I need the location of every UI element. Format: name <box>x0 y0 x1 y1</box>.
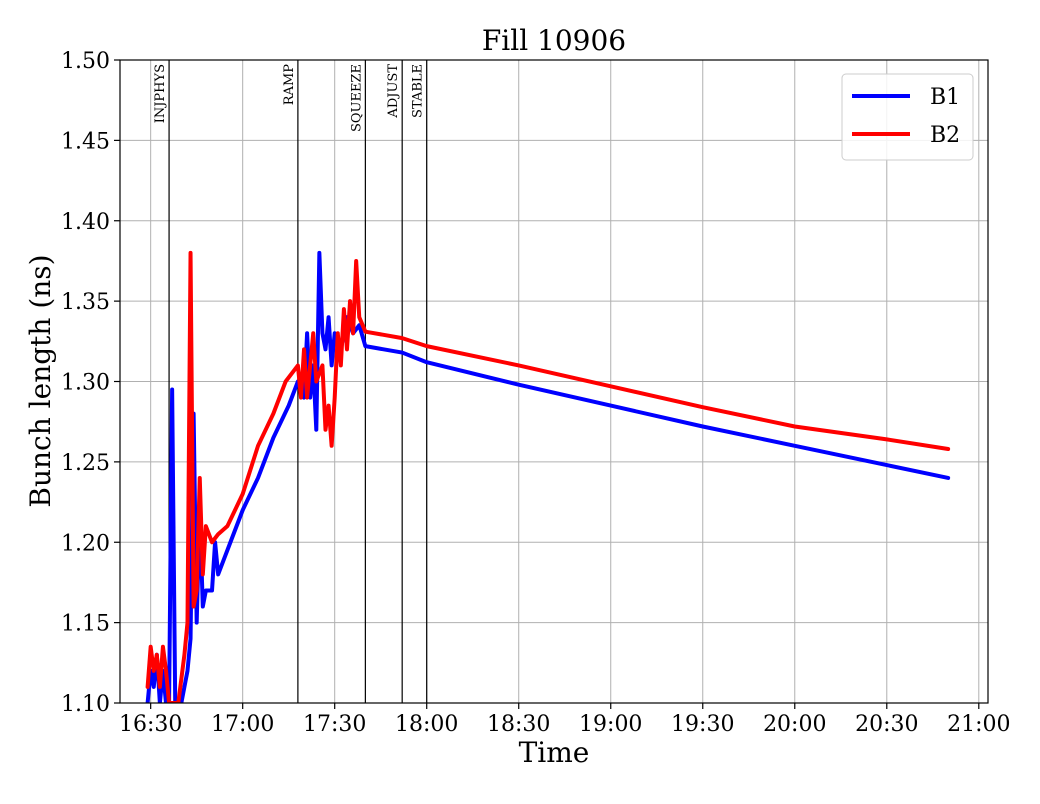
series-line-b1 <box>145 250 951 703</box>
y-tick-label: 1.45 <box>61 129 110 154</box>
legend: B1 B2 <box>841 73 974 161</box>
y-tick-label: 1.30 <box>61 371 110 396</box>
phase-label-stable: STABLE <box>411 64 426 118</box>
x-axis-title: Time <box>519 736 590 769</box>
series-line-b2 <box>145 250 951 703</box>
y-tick-label: 1.50 <box>61 49 110 74</box>
chart-title: Fill 10906 <box>482 24 626 57</box>
x-tick-label: 20:30 <box>855 712 918 737</box>
y-tick-label: 1.25 <box>61 451 110 476</box>
axis-ticks: 16:30 17:00 17:30 18:00 18:30 19:00 19:30 20:00… <box>61 49 1010 737</box>
x-tick-label: 17:30 <box>303 712 366 737</box>
series-lines <box>145 250 951 703</box>
phase-label-squeeze: SQUEEZE <box>349 64 364 132</box>
x-tick-label: 21:00 <box>947 712 1010 737</box>
phase-label-adjust: ADJUST <box>386 64 401 119</box>
x-tick-label: 16:30 <box>119 712 182 737</box>
x-tick-label: 17:00 <box>211 712 274 737</box>
x-tick-label: 18:00 <box>395 712 458 737</box>
x-tick-label: 19:00 <box>579 712 642 737</box>
y-tick-label: 1.15 <box>61 612 110 637</box>
legend-label-b1: B1 <box>930 85 960 110</box>
phase-label-injphys: INJPHYS <box>153 64 168 123</box>
phase-markers: INJPHYS RAMP SQUEEZE ADJUST STABLE <box>153 60 428 703</box>
x-tick-label: 18:30 <box>487 712 550 737</box>
y-tick-label: 1.10 <box>61 692 110 717</box>
y-tick-label: 1.20 <box>61 531 110 556</box>
y-axis-title: Bunch length (ns) <box>24 254 57 507</box>
y-tick-label: 1.40 <box>61 210 110 235</box>
x-tick-label: 19:30 <box>671 712 734 737</box>
legend-label-b2: B2 <box>930 123 960 148</box>
y-tick-label: 1.35 <box>61 290 110 315</box>
x-tick-label: 20:00 <box>763 712 826 737</box>
phase-label-ramp: RAMP <box>282 64 297 105</box>
